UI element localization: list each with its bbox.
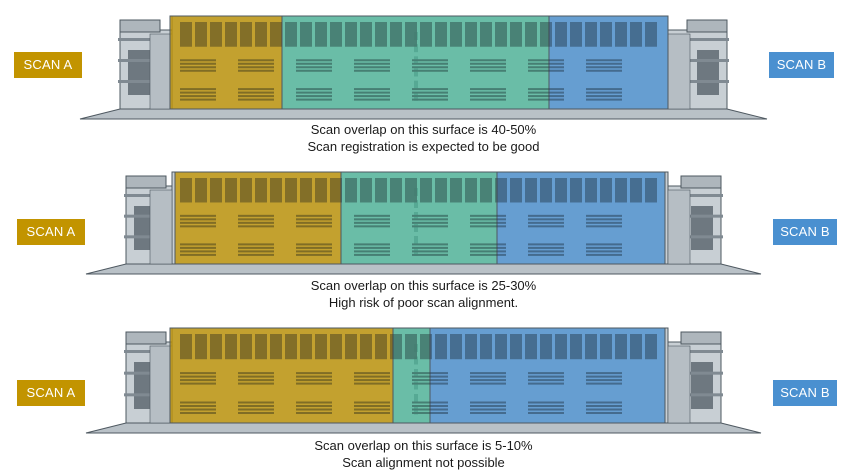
scan-b-region: [496, 171, 666, 265]
scan-b-region: [548, 15, 669, 110]
overlap-caption-line-1: Scan overlap on this surface is 5-10%: [314, 438, 533, 453]
scan-a-region: [169, 327, 394, 424]
scan-b-label: SCAN B: [773, 380, 837, 406]
building-facade-3: [85, 327, 762, 434]
overlap-region: [392, 327, 431, 424]
building-facade-1: [79, 15, 768, 120]
overlap-panel-3: SCAN A SCAN B Scan overlap on this surfa…: [0, 320, 847, 476]
overlap-caption: Scan overlap on this surface is 5-10% Sc…: [0, 437, 847, 471]
overlap-caption: Scan overlap on this surface is 40-50% S…: [0, 121, 847, 155]
scan-regions: [169, 15, 669, 110]
scan-a-label: SCAN A: [14, 52, 82, 78]
overlap-caption-line-1: Scan overlap on this surface is 25-30%: [310, 278, 537, 293]
overlap-caption-line-2: High risk of poor scan alignment.: [328, 295, 519, 310]
facade-texture: [180, 334, 657, 414]
overlap-caption-line-2: Scan registration is expected to be good: [307, 139, 540, 154]
facade-texture: [180, 22, 657, 101]
scan-a-label: SCAN A: [17, 380, 85, 406]
scan-b-label: SCAN B: [773, 219, 837, 245]
scan-regions: [174, 171, 666, 265]
scan-regions: [169, 327, 666, 424]
building-facade-2: [85, 171, 762, 275]
overlap-caption: Scan overlap on this surface is 25-30% H…: [0, 277, 847, 311]
facade-texture: [180, 178, 657, 256]
overlap-panel-2: SCAN A SCAN B Scan overlap on this surfa…: [0, 160, 847, 320]
overlap-region: [340, 171, 498, 265]
scan-b-label: SCAN B: [769, 52, 834, 78]
overlap-region: [281, 15, 550, 110]
scan-a-label: SCAN A: [17, 219, 85, 245]
overlap-caption-line-2: Scan alignment not possible: [342, 455, 505, 470]
scan-b-region: [429, 327, 666, 424]
scan-a-region: [169, 15, 283, 110]
overlap-caption-line-1: Scan overlap on this surface is 40-50%: [310, 122, 537, 137]
overlap-panel-1: SCAN A SCAN B Scan overlap on this surfa…: [0, 0, 847, 160]
